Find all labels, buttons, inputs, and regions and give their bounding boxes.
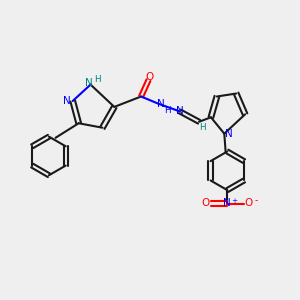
Text: N: N: [224, 199, 231, 208]
Text: O: O: [202, 199, 210, 208]
Text: N: N: [225, 129, 232, 139]
Text: O: O: [146, 72, 154, 82]
Text: O: O: [245, 199, 253, 208]
Text: H: H: [199, 123, 206, 132]
Text: H: H: [94, 75, 101, 84]
Text: N: N: [176, 106, 184, 116]
Text: N: N: [85, 78, 93, 88]
Text: H: H: [164, 106, 171, 115]
Text: +: +: [231, 197, 237, 203]
Text: N: N: [157, 99, 164, 109]
Text: N: N: [63, 96, 71, 106]
Text: -: -: [254, 196, 258, 206]
